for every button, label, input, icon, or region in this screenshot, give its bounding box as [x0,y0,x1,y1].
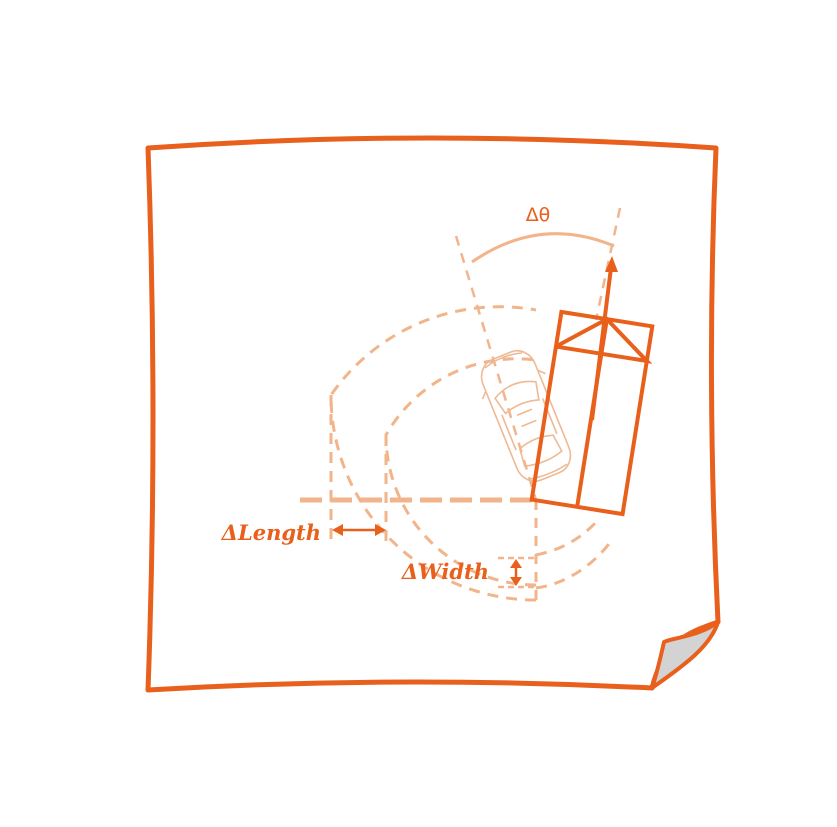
paper-sheet [145,135,721,693]
outer-turning-arc [329,305,537,602]
delta-theta-arc [471,232,615,264]
delta-width-label: ΔWidth [401,559,489,584]
car-top-view-icon [480,349,572,483]
lower-arc-outer [535,539,614,590]
new-heading-ray [594,207,622,321]
heading-arrow [590,256,618,421]
page-curl-icon [650,620,720,690]
original-heading-ray [454,235,538,501]
delta-length-dimension [332,524,386,536]
delta-length-label: ΔLength [221,520,321,545]
turning-arcs [329,305,614,602]
lower-arc-inner [535,518,600,557]
delta-theta-label: Δθ [526,204,551,226]
delta-width-dimension [498,556,534,589]
